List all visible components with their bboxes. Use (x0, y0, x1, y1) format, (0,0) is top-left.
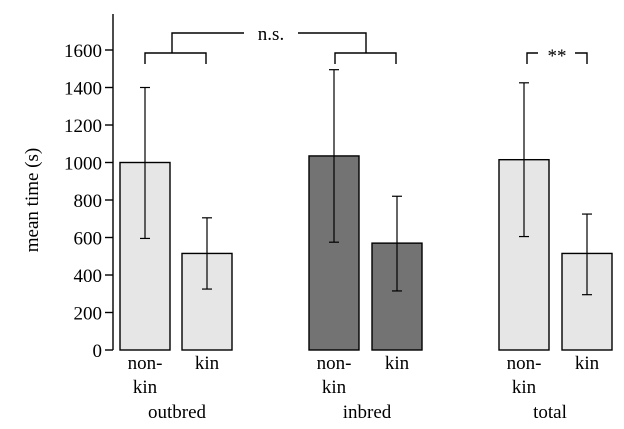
bar (308, 155, 360, 351)
significance-annotations: n.s. ** (144, 24, 588, 67)
group-label: outbred (148, 402, 207, 423)
category-label: kin (575, 353, 600, 374)
bracket-ns-right (298, 32, 367, 53)
y-tick-label: 600 (74, 229, 103, 250)
category-label: kin (512, 377, 537, 398)
y-tick-label: 1000 (64, 154, 102, 175)
group-label: total (533, 402, 567, 423)
sig-label: ** (548, 46, 567, 67)
bracket-total-left (526, 52, 538, 64)
category-label: kin (385, 353, 410, 374)
y-tick-label: 200 (74, 304, 103, 325)
category-label: kin (322, 377, 347, 398)
bracket-ns-left (171, 32, 244, 53)
ns-label: n.s. (258, 24, 284, 45)
bracket-outbred (144, 52, 207, 64)
category-label: non- (507, 353, 542, 374)
bracket-total-right (575, 52, 588, 64)
y-tick-label: 0 (93, 341, 103, 362)
y-axis-label: mean time (s) (22, 148, 43, 252)
category-labels: non-kin kin outbred non-kin kin inbred non-kin… (128, 353, 600, 423)
y-axis: 0 200 400 600 800 1000 1200 1400 1600 (64, 14, 114, 362)
y-tick-label: 1400 (64, 79, 102, 100)
bracket-inbred (334, 52, 397, 64)
category-label: kin (133, 377, 158, 398)
category-label: non- (128, 353, 163, 374)
bar (181, 252, 233, 351)
bars (119, 69, 613, 351)
y-tick-label: 1200 (64, 116, 102, 137)
y-tick-label: 400 (74, 266, 103, 287)
group-label: inbred (343, 402, 392, 423)
y-tick-label: 800 (74, 191, 103, 212)
y-tick-label: 1600 (64, 41, 102, 62)
category-label: kin (195, 353, 220, 374)
category-label: non- (317, 353, 352, 374)
